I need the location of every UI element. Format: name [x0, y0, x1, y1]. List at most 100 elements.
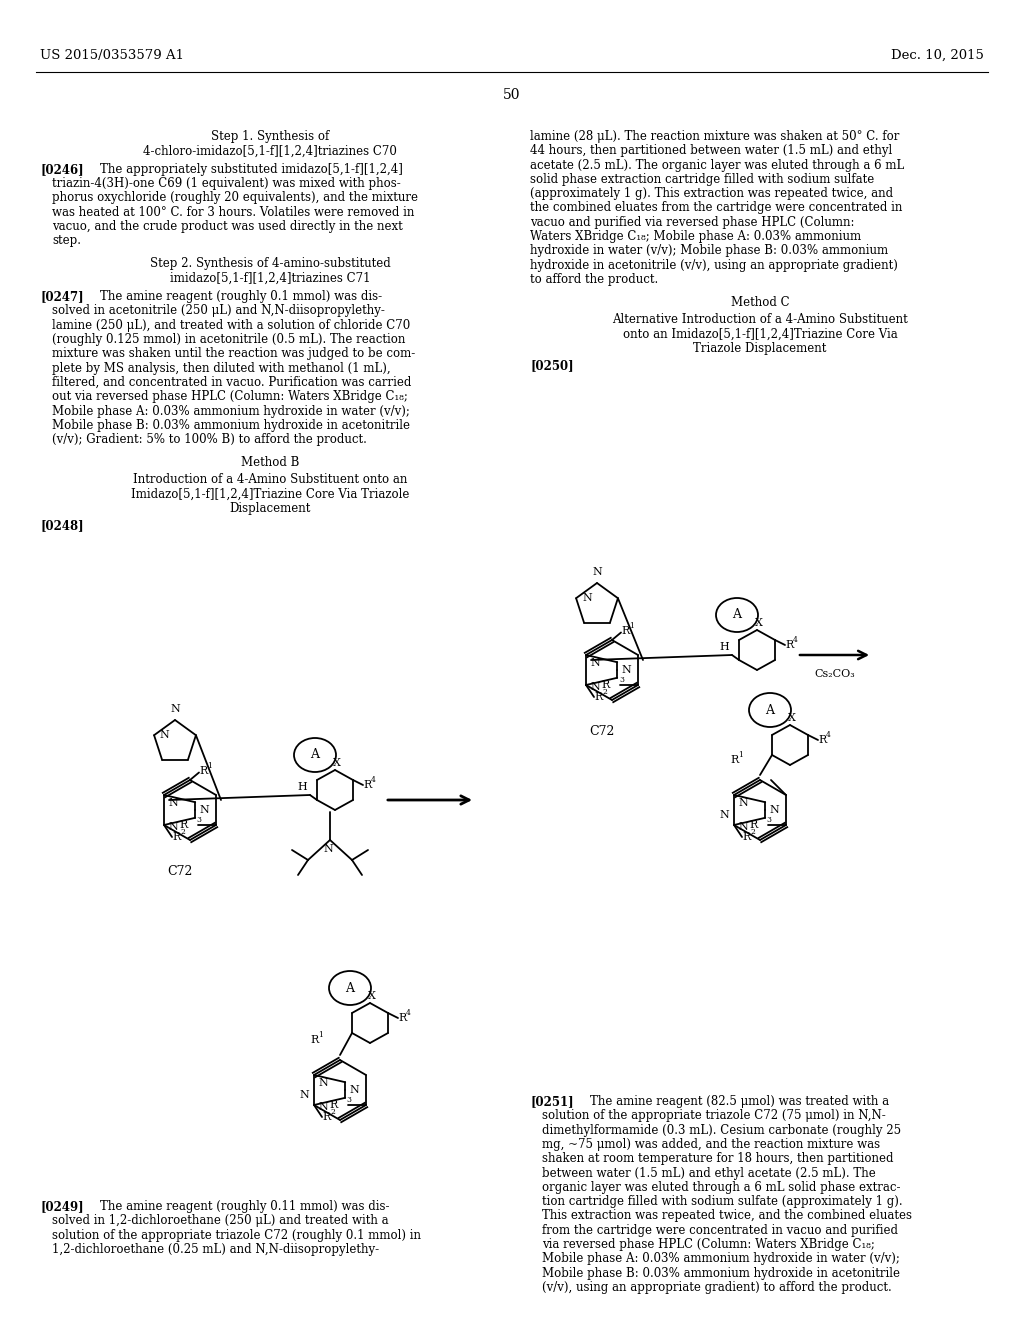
- Text: solution of the appropriate triazole C72 (roughly 0.1 mmol) in: solution of the appropriate triazole C72…: [52, 1229, 421, 1242]
- Text: X: X: [333, 758, 341, 768]
- Text: N: N: [318, 1077, 329, 1088]
- Text: shaken at room temperature for 18 hours, then partitioned: shaken at room temperature for 18 hours,…: [542, 1152, 894, 1166]
- Text: R: R: [818, 735, 826, 744]
- Text: R: R: [199, 766, 207, 776]
- Text: N: N: [582, 593, 592, 603]
- Text: from the cartridge were concentrated in vacuo and purified: from the cartridge were concentrated in …: [542, 1224, 898, 1237]
- Text: Dec. 10, 2015: Dec. 10, 2015: [891, 49, 984, 62]
- Text: 3: 3: [766, 816, 771, 824]
- Text: N: N: [159, 730, 169, 741]
- Text: filtered, and concentrated in vacuo. Purification was carried: filtered, and concentrated in vacuo. Pur…: [52, 376, 412, 389]
- Text: 4: 4: [371, 776, 376, 784]
- Text: 2: 2: [602, 688, 607, 696]
- Text: N: N: [719, 809, 729, 820]
- Text: A: A: [766, 704, 774, 717]
- Text: X: X: [368, 991, 376, 1001]
- Text: (roughly 0.125 mmol) in acetonitrile (0.5 mL). The reaction: (roughly 0.125 mmol) in acetonitrile (0.…: [52, 333, 406, 346]
- Text: [0250]: [0250]: [530, 359, 573, 372]
- Text: [0246]: [0246]: [40, 162, 84, 176]
- Text: (approximately 1 g). This extraction was repeated twice, and: (approximately 1 g). This extraction was…: [530, 187, 893, 201]
- Text: Mobile phase A: 0.03% ammonium hydroxide in water (v/v);: Mobile phase A: 0.03% ammonium hydroxide…: [542, 1253, 900, 1266]
- Text: vacuo, and the crude product was used directly in the next: vacuo, and the crude product was used di…: [52, 220, 402, 234]
- Text: vacuo and purified via reversed phase HPLC (Column:: vacuo and purified via reversed phase HP…: [530, 215, 854, 228]
- Text: 1: 1: [738, 751, 742, 759]
- Text: R: R: [785, 640, 794, 649]
- Text: US 2015/0353579 A1: US 2015/0353579 A1: [40, 49, 184, 62]
- Text: R: R: [398, 1012, 407, 1023]
- Text: The amine reagent (roughly 0.11 mmol) was dis-: The amine reagent (roughly 0.11 mmol) wa…: [100, 1200, 389, 1213]
- Text: R: R: [621, 626, 630, 636]
- Text: Alternative Introduction of a 4-Amino Substituent: Alternative Introduction of a 4-Amino Su…: [612, 313, 908, 326]
- Text: Displacement: Displacement: [229, 502, 310, 515]
- Text: R: R: [750, 820, 758, 830]
- Text: Mobile phase B: 0.03% ammonium hydroxide in acetonitrile: Mobile phase B: 0.03% ammonium hydroxide…: [52, 418, 410, 432]
- Text: A: A: [310, 748, 319, 762]
- Text: dimethylformamide (0.3 mL). Cesium carbonate (roughly 25: dimethylformamide (0.3 mL). Cesium carbo…: [542, 1123, 901, 1137]
- Text: R: R: [180, 820, 188, 830]
- Text: Step 2. Synthesis of 4-amino-substituted: Step 2. Synthesis of 4-amino-substituted: [150, 257, 390, 271]
- Text: 2: 2: [180, 828, 185, 836]
- Text: X: X: [788, 713, 796, 723]
- Text: 1: 1: [207, 762, 212, 770]
- Text: Method B: Method B: [241, 455, 299, 469]
- Text: N: N: [738, 821, 749, 832]
- Text: onto an Imidazo[5,1-f][1,2,4]Triazine Core Via: onto an Imidazo[5,1-f][1,2,4]Triazine Co…: [623, 327, 897, 341]
- Text: C72: C72: [590, 725, 614, 738]
- Text: N: N: [622, 665, 631, 675]
- Text: 3: 3: [196, 816, 201, 824]
- Text: Triazole Displacement: Triazole Displacement: [693, 342, 826, 355]
- Text: the combined eluates from the cartridge were concentrated in: the combined eluates from the cartridge …: [530, 202, 902, 214]
- Text: N: N: [324, 843, 333, 854]
- Text: The appropriately substituted imidazo[5,1-f][1,2,4]: The appropriately substituted imidazo[5,…: [100, 162, 402, 176]
- Text: N: N: [591, 657, 600, 668]
- Text: mg, ~75 μmol) was added, and the reaction mixture was: mg, ~75 μmol) was added, and the reactio…: [542, 1138, 880, 1151]
- Text: 3: 3: [618, 676, 624, 684]
- Text: N: N: [169, 797, 178, 808]
- Text: R: R: [172, 832, 180, 842]
- Text: X: X: [755, 618, 763, 628]
- Text: 4: 4: [406, 1008, 411, 1016]
- Text: [0247]: [0247]: [40, 290, 84, 304]
- Text: R: R: [322, 1111, 331, 1122]
- Text: Mobile phase B: 0.03% ammonium hydroxide in acetonitrile: Mobile phase B: 0.03% ammonium hydroxide…: [542, 1267, 900, 1279]
- Text: between water (1.5 mL) and ethyl acetate (2.5 mL). The: between water (1.5 mL) and ethyl acetate…: [542, 1167, 876, 1180]
- Text: [0251]: [0251]: [530, 1096, 573, 1107]
- Text: (v/v); Gradient: 5% to 100% B) to afford the product.: (v/v); Gradient: 5% to 100% B) to afford…: [52, 433, 367, 446]
- Text: 50: 50: [503, 88, 521, 102]
- Text: R: R: [330, 1100, 338, 1110]
- Text: [0248]: [0248]: [40, 519, 84, 532]
- Text: [0249]: [0249]: [40, 1200, 84, 1213]
- Text: N: N: [769, 805, 779, 814]
- Text: solved in acetonitrile (250 μL) and N,N-diisopropylethy-: solved in acetonitrile (250 μL) and N,N-…: [52, 305, 385, 317]
- Text: R: R: [362, 780, 372, 789]
- Text: 44 hours, then partitioned between water (1.5 mL) and ethyl: 44 hours, then partitioned between water…: [530, 144, 892, 157]
- Text: lamine (28 μL). The reaction mixture was shaken at 50° C. for: lamine (28 μL). The reaction mixture was…: [530, 129, 899, 143]
- Text: 4: 4: [793, 636, 798, 644]
- Text: Mobile phase A: 0.03% ammonium hydroxide in water (v/v);: Mobile phase A: 0.03% ammonium hydroxide…: [52, 404, 410, 417]
- Text: (v/v), using an appropriate gradient) to afford the product.: (v/v), using an appropriate gradient) to…: [542, 1280, 892, 1294]
- Text: hydroxide in water (v/v); Mobile phase B: 0.03% ammonium: hydroxide in water (v/v); Mobile phase B…: [530, 244, 888, 257]
- Text: hydroxide in acetonitrile (v/v), using an appropriate gradient): hydroxide in acetonitrile (v/v), using a…: [530, 259, 898, 272]
- Text: H: H: [297, 781, 307, 792]
- Text: Waters XBridge C₁₈; Mobile phase A: 0.03% ammonium: Waters XBridge C₁₈; Mobile phase A: 0.03…: [530, 230, 861, 243]
- Text: R: R: [730, 755, 738, 766]
- Text: 3: 3: [346, 1096, 351, 1104]
- Text: N: N: [200, 805, 209, 814]
- Text: Method C: Method C: [731, 296, 790, 309]
- Text: R: R: [742, 832, 751, 842]
- Text: N: N: [169, 821, 178, 832]
- Text: R: R: [602, 680, 610, 690]
- Text: solved in 1,2-dichloroethane (250 μL) and treated with a: solved in 1,2-dichloroethane (250 μL) an…: [52, 1214, 389, 1228]
- Text: C72: C72: [167, 865, 193, 878]
- Text: triazin-4(3H)-one C69 (1 equivalent) was mixed with phos-: triazin-4(3H)-one C69 (1 equivalent) was…: [52, 177, 400, 190]
- Text: plete by MS analysis, then diluted with methanol (1 mL),: plete by MS analysis, then diluted with …: [52, 362, 390, 375]
- Text: lamine (250 μL), and treated with a solution of chloride C70: lamine (250 μL), and treated with a solu…: [52, 318, 411, 331]
- Text: N: N: [591, 681, 600, 692]
- Text: to afford the product.: to afford the product.: [530, 273, 658, 286]
- Text: imidazo[5,1-f][1,2,4]triazines C71: imidazo[5,1-f][1,2,4]triazines C71: [170, 272, 371, 285]
- Text: N: N: [349, 1085, 359, 1096]
- Text: phorus oxychloride (roughly 20 equivalents), and the mixture: phorus oxychloride (roughly 20 equivalen…: [52, 191, 418, 205]
- Text: mixture was shaken until the reaction was judged to be com-: mixture was shaken until the reaction wa…: [52, 347, 416, 360]
- Text: H: H: [719, 642, 729, 652]
- Text: solution of the appropriate triazole C72 (75 μmol) in N,N-: solution of the appropriate triazole C72…: [542, 1109, 886, 1122]
